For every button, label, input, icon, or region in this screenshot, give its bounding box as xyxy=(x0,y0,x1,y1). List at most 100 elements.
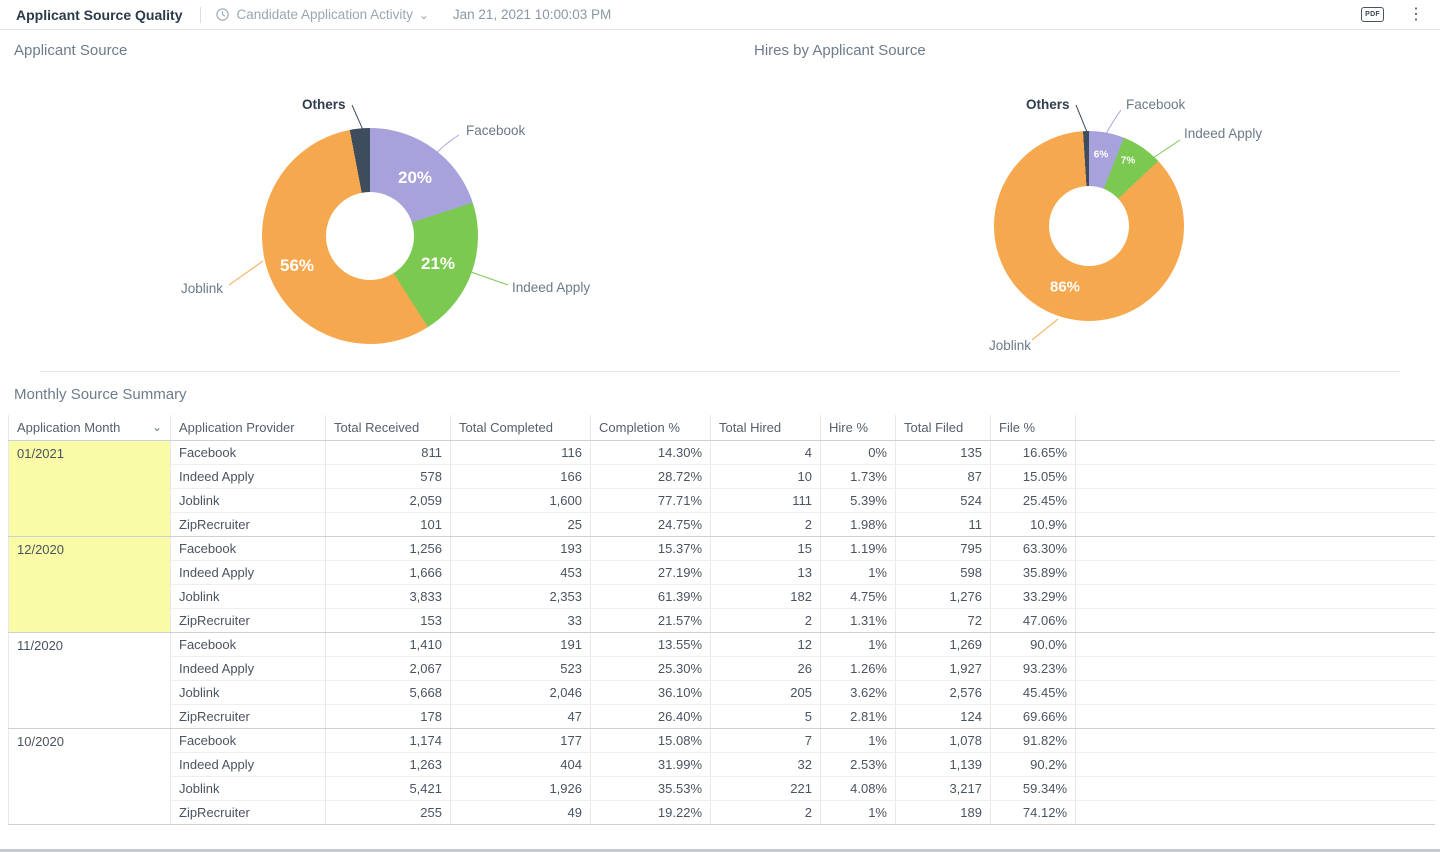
table-row: Indeed Apply 2,067 523 25.30% 26 1.26% 1,927 93… xyxy=(9,656,1435,681)
month-cell[interactable]: 01/2021 xyxy=(8,440,171,537)
value-cell: 1,927 xyxy=(895,656,991,681)
column-header-hire-pct[interactable]: Hire % xyxy=(820,415,896,441)
separator xyxy=(200,6,202,23)
provider-cell: Facebook xyxy=(170,440,326,465)
report-selector[interactable]: Candidate Application Activity ⌄ xyxy=(215,7,429,22)
provider-cell: Indeed Apply xyxy=(170,656,326,681)
value-cell: 33.29% xyxy=(990,584,1076,609)
filler-cell xyxy=(1075,440,1435,465)
value-cell: 12 xyxy=(710,632,821,657)
value-cell: 3,217 xyxy=(895,776,991,801)
hires-by-source-donut[interactable]: 6% 7% 86% xyxy=(994,131,1184,321)
table-row: ZipRecruiter 153 33 21.57% 2 1.31% 72 47.06% xyxy=(9,608,1435,633)
column-header-total-hired[interactable]: Total Hired xyxy=(710,415,821,441)
value-cell: 1,276 xyxy=(895,584,991,609)
value-cell: 7 xyxy=(710,728,821,753)
value-cell: 177 xyxy=(450,728,591,753)
column-header-total-received[interactable]: Total Received xyxy=(325,415,451,441)
pdf-export-button[interactable]: PDF xyxy=(1361,7,1384,22)
callout-label-joblink: Joblink xyxy=(989,338,1032,353)
sort-chevron-icon[interactable]: ⌄ xyxy=(151,420,162,435)
value-cell: 1.98% xyxy=(820,512,896,537)
charts-section: Applicant Source Hires by Applicant Sour… xyxy=(0,30,1440,371)
value-cell: 523 xyxy=(450,656,591,681)
column-header-application-provider[interactable]: Application Provider xyxy=(170,415,326,441)
value-cell: 5,668 xyxy=(325,680,451,705)
value-cell: 1,139 xyxy=(895,752,991,777)
value-cell: 90.0% xyxy=(990,632,1076,657)
column-header-total-completed[interactable]: Total Completed xyxy=(450,415,591,441)
value-cell: 3,833 xyxy=(325,584,451,609)
provider-cell: ZipRecruiter xyxy=(170,704,326,729)
value-cell: 47.06% xyxy=(990,608,1076,633)
value-cell: 811 xyxy=(325,440,451,465)
callout-label-joblink: Joblink xyxy=(181,281,224,296)
value-cell: 2,067 xyxy=(325,656,451,681)
value-cell: 1,410 xyxy=(325,632,451,657)
callout-label-indeed-apply: Indeed Apply xyxy=(1184,126,1263,141)
column-header-completion-pct[interactable]: Completion % xyxy=(590,415,711,441)
month-cell[interactable]: 12/2020 xyxy=(8,536,171,633)
table-row: ZipRecruiter 178 47 26.40% 5 2.81% 124 69.66% xyxy=(9,704,1435,729)
report-type-icon xyxy=(215,7,230,22)
provider-cell: Facebook xyxy=(170,632,326,657)
filler-cell xyxy=(1075,656,1435,681)
month-cell[interactable]: 10/2020 xyxy=(8,728,171,825)
table-row: 01/2021 Facebook 811 116 14.30% 4 0% 135 16.65% xyxy=(8,440,1435,537)
filler-cell xyxy=(1075,464,1435,489)
filler-cell xyxy=(1075,584,1435,609)
value-cell: 1,926 xyxy=(450,776,591,801)
provider-cell: Facebook xyxy=(170,536,326,561)
value-cell: 90.2% xyxy=(990,752,1076,777)
kebab-menu-icon[interactable]: ⋮ xyxy=(1408,5,1424,23)
filler-cell xyxy=(1075,632,1435,657)
table-row: ZipRecruiter 255 49 19.22% 2 1% 189 74.12% xyxy=(9,800,1435,825)
filler-cell xyxy=(1075,608,1435,633)
value-cell: 5,421 xyxy=(325,776,451,801)
value-cell: 182 xyxy=(710,584,821,609)
value-cell: 795 xyxy=(895,536,991,561)
value-cell: 11 xyxy=(895,512,991,537)
value-cell: 193 xyxy=(450,536,591,561)
column-header-application-month[interactable]: Application Month ⌄ xyxy=(8,415,171,441)
value-cell: 116 xyxy=(450,440,591,465)
table-row: Indeed Apply 1,666 453 27.19% 13 1% 598 35.89% xyxy=(9,560,1435,585)
provider-cell: Joblink xyxy=(170,680,326,705)
value-cell: 1,269 xyxy=(895,632,991,657)
filler-cell xyxy=(1075,536,1435,561)
applicant-source-donut[interactable]: 20% 21% 56% xyxy=(262,128,478,344)
month-cell[interactable]: 11/2020 xyxy=(8,632,171,729)
donut-hole xyxy=(1049,186,1129,266)
value-cell: 2,059 xyxy=(325,488,451,513)
value-cell: 61.39% xyxy=(590,584,711,609)
column-header-filler xyxy=(1075,415,1435,441)
value-cell: 87 xyxy=(895,464,991,489)
value-cell: 25.30% xyxy=(590,656,711,681)
value-cell: 24.75% xyxy=(590,512,711,537)
value-cell: 10 xyxy=(710,464,821,489)
column-header-file-pct[interactable]: File % xyxy=(990,415,1076,441)
value-cell: 27.19% xyxy=(590,560,711,585)
provider-cell: ZipRecruiter xyxy=(170,800,326,825)
value-cell: 21.57% xyxy=(590,608,711,633)
callout-label-facebook: Facebook xyxy=(466,123,526,138)
column-header-total-filed[interactable]: Total Filed xyxy=(895,415,991,441)
provider-cell: Indeed Apply xyxy=(170,752,326,777)
filler-cell xyxy=(1075,704,1435,729)
topbar: Applicant Source Quality Candidate Appli… xyxy=(0,0,1440,30)
value-cell: 111 xyxy=(710,488,821,513)
table-row: Joblink 2,059 1,600 77.71% 111 5.39% 524 25.45% xyxy=(9,488,1435,513)
value-cell: 524 xyxy=(895,488,991,513)
value-cell: 14.30% xyxy=(590,440,711,465)
table-row: 10/2020 Facebook 1,174 177 15.08% 7 1% 1,078 91.… xyxy=(8,728,1435,825)
table-row: Indeed Apply 1,263 404 31.99% 32 2.53% 1,139 90… xyxy=(9,752,1435,777)
slice-pct-facebook: 6% xyxy=(1093,149,1109,161)
filler-cell xyxy=(1075,776,1435,801)
horizontal-scrollbar[interactable] xyxy=(0,849,1440,852)
table-row: Indeed Apply 578 166 28.72% 10 1.73% 87 15.05% xyxy=(9,464,1435,489)
value-cell: 33 xyxy=(450,608,591,633)
value-cell: 3.62% xyxy=(820,680,896,705)
value-cell: 453 xyxy=(450,560,591,585)
value-cell: 45.45% xyxy=(990,680,1076,705)
value-cell: 13.55% xyxy=(590,632,711,657)
